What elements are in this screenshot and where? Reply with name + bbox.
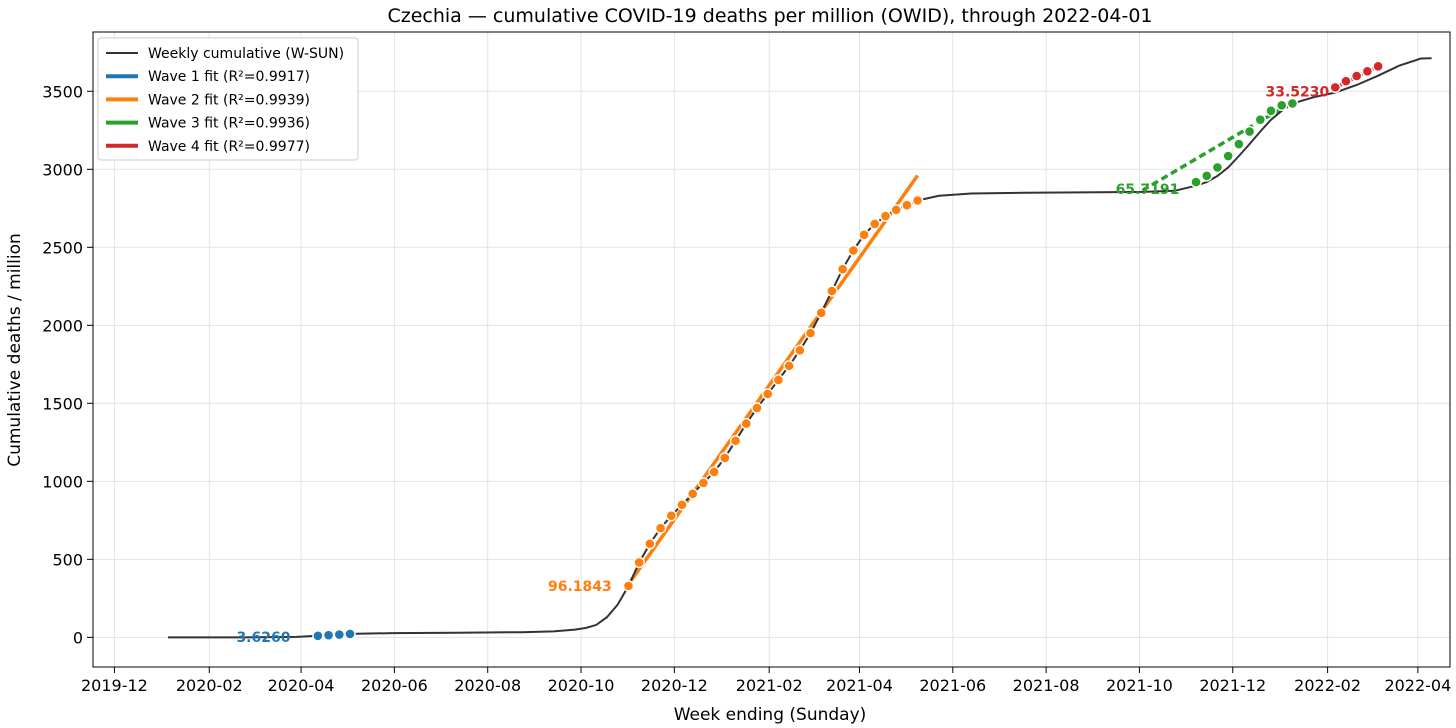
wave-4-slope-label: 33.5230 [1265,84,1329,100]
wave-2-point [654,522,667,534]
x-tick-label: 2021-04 [826,676,893,695]
wave-3-point [1211,161,1224,174]
wave-2-point [633,556,645,569]
x-tick-label: 2020-08 [454,676,521,695]
x-tick-label: 2022-04 [1384,676,1451,695]
wave-3-point [1254,113,1266,126]
wave-2-point [740,417,752,430]
wave-2-point [847,244,860,257]
y-tick-label: 2000 [42,316,83,335]
wave-3-point [1233,138,1245,150]
legend-label: Wave 4 fit (R²=0.9977) [148,139,310,155]
wave-2-point [622,580,635,592]
wave-2-point [665,509,677,522]
y-axis: 0 500 1000 1500 2000 2500 3000 3500 [42,82,93,647]
chart-title: Czechia — cumulative COVID-19 deaths per… [387,5,1152,27]
y-tick-label: 1500 [42,394,83,413]
y-tick-label: 0 [73,628,83,647]
wave-2-point [804,327,817,339]
wave-2-point [826,285,838,297]
wave-slope-labels: 3.6260 96.1843 65.7191 33.5230 [236,84,1329,646]
wave-2-point [794,344,806,356]
x-axis-label: Week ending (Sunday) [674,705,867,725]
wave-2-point [676,499,688,511]
wave-1-slope-label: 3.6260 [236,630,290,646]
wave-4-point [1350,70,1363,82]
x-tick-label: 2021-12 [1199,676,1266,695]
wave-1-point [322,629,335,641]
wave-3-point [1201,170,1213,182]
y-axis-label: Cumulative deaths / million [5,233,25,467]
wave-2-point [708,466,720,478]
x-tick-label: 2020-02 [176,676,243,695]
x-tick-label: 2020-10 [548,676,615,695]
wave-2-point [761,388,774,400]
wave-3-point [1276,99,1288,112]
wave-2-slope-label: 96.1843 [548,579,612,595]
wave-2-point [751,402,763,414]
legend-label: Wave 1 fit (R²=0.9917) [148,69,310,85]
wave-3-slope-label: 65.7191 [1116,182,1180,198]
wave-3-point [1286,97,1299,110]
y-tick-label: 1000 [42,472,83,491]
wave-2-point [644,538,656,550]
wave-3-fit-line [1141,100,1294,192]
x-tick-label: 2020-04 [268,676,335,695]
wave-2-point [890,204,902,216]
wave-2-point [772,374,785,386]
wave-2-point [729,435,742,447]
wave-1-point [312,630,324,642]
wave-2-point [815,307,827,319]
x-tick-label: 2022-02 [1294,676,1361,695]
wave-2-point [697,477,710,489]
wave-3-point [1243,125,1256,138]
wave-3-point [1265,105,1277,117]
wave-4-point [1361,65,1374,78]
x-tick-label: 2020-06 [361,676,428,695]
wave-1-point [333,628,346,641]
wave-2-point [687,488,699,500]
x-axis: 2019-12 2020-02 2020-04 2020-06 2020-08 2020-… [81,667,1451,695]
wave-4-point [1340,75,1352,87]
wave-2-point [869,218,881,230]
x-tick-label: 2021-08 [1013,676,1080,695]
wave-4-point [1372,60,1384,73]
y-tick-label: 2500 [42,238,83,257]
wave-2-point [836,263,849,275]
legend: Weekly cumulative (W-SUN) Wave 1 fit (R²=… [97,37,359,161]
wave-2-point [901,199,913,211]
wave-2-point [911,194,924,207]
wave-2-point [783,360,795,372]
x-tick-label: 2019-12 [81,676,148,695]
y-tick-label: 500 [52,550,83,569]
wave-4-point [1329,81,1341,94]
wave-1-point [344,628,356,640]
wave-3-point [1190,176,1202,188]
legend-box [97,37,359,161]
x-tick-label: 2020-12 [641,676,708,695]
x-tick-label: 2021-10 [1106,676,1173,695]
x-tick-label: 2021-06 [919,676,986,695]
y-tick-label: 3000 [42,160,83,179]
wave-3-point [1222,150,1234,162]
y-tick-label: 3500 [42,82,83,101]
wave-2-point [719,452,731,464]
legend-label: Weekly cumulative (W-SUN) [148,46,344,62]
wave-2-point [858,229,870,241]
wave-markers [312,60,1384,642]
wave-2-point [879,210,892,222]
legend-label: Wave 2 fit (R²=0.9939) [148,92,310,108]
plot-frame [92,31,1451,668]
x-tick-label: 2021-02 [736,676,803,695]
legend-label: Wave 3 fit (R²=0.9936) [148,116,310,132]
